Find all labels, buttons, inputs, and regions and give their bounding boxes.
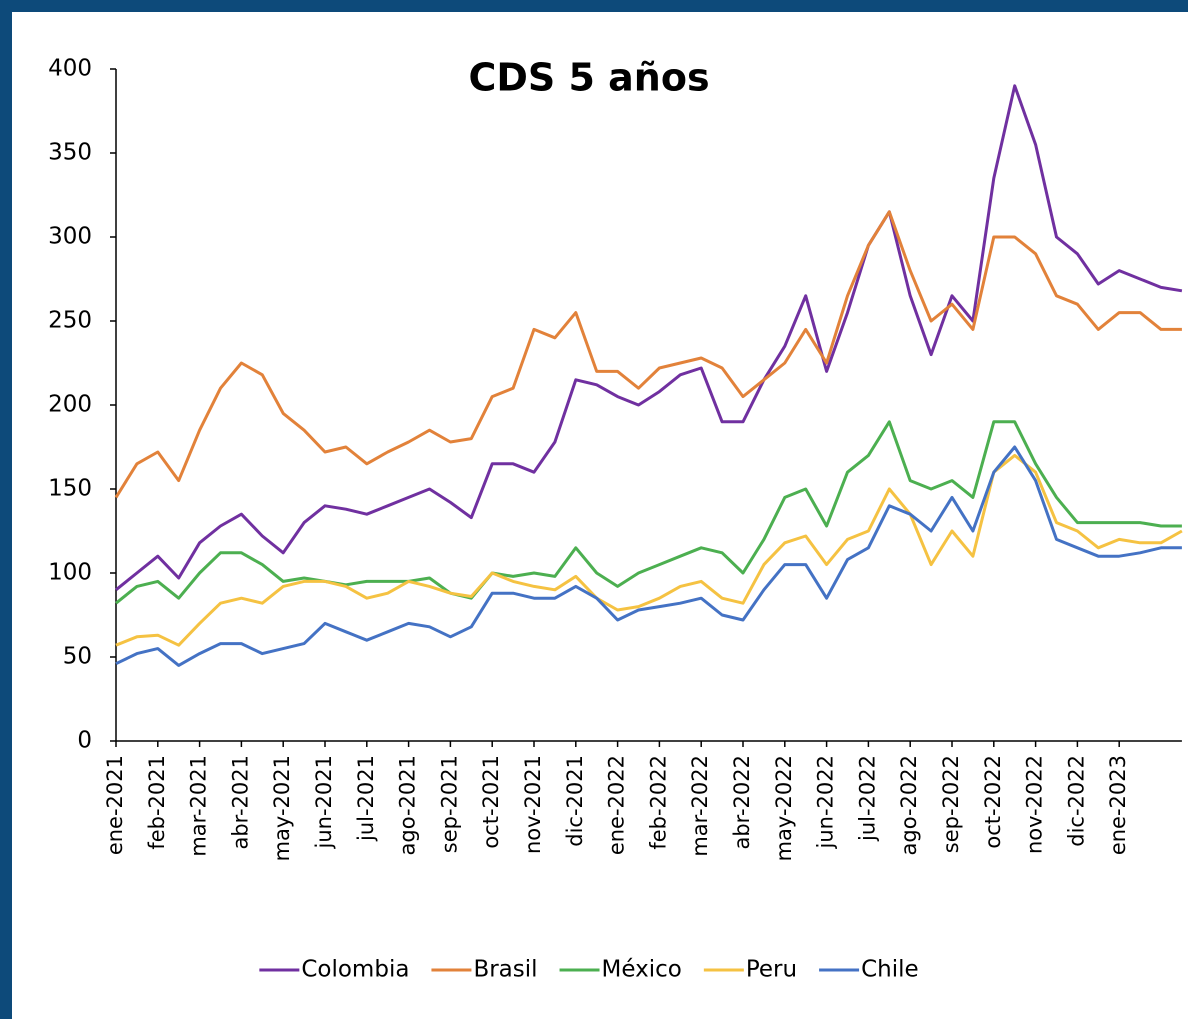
x-tick-label: oct-2021 [479, 755, 503, 849]
legend-label: Colombia [301, 957, 409, 983]
x-tick-label: jun-2021 [312, 755, 336, 849]
x-tick-label: dic-2022 [1064, 755, 1088, 847]
series-line [115, 453, 1183, 647]
legend-label: Peru [746, 957, 797, 983]
x-tick-label: jul-2022 [855, 755, 879, 842]
x-tick-label: jun-2022 [814, 755, 838, 849]
x-tick-label: ene-2021 [103, 755, 127, 855]
x-tick-label: ene-2022 [605, 755, 629, 855]
x-tick-label: feb-2021 [145, 755, 169, 850]
x-tick-label: ene-2023 [1106, 755, 1130, 855]
x-tick-label: jul-2021 [354, 755, 378, 842]
x-tick-label: feb-2022 [646, 755, 670, 850]
legend-label: Chile [861, 957, 919, 983]
legend-label: México [602, 957, 682, 983]
y-tick-label: 400 [48, 56, 92, 82]
x-tick-label: mar-2021 [187, 755, 211, 857]
x-tick-label: dic-2021 [563, 755, 587, 847]
x-tick-label: ago-2021 [396, 755, 420, 855]
x-tick-label: sep-2021 [437, 755, 461, 853]
x-tick-label: abr-2022 [730, 755, 754, 850]
chart-background [12, 12, 1188, 1019]
y-tick-label: 300 [48, 224, 92, 250]
x-tick-label: abr-2021 [228, 755, 252, 850]
y-tick-label: 50 [63, 644, 92, 670]
legend-label: Brasil [473, 957, 537, 983]
series-line [115, 420, 1182, 605]
y-tick-label: 200 [48, 392, 92, 418]
y-tick-label: 150 [48, 476, 92, 502]
x-tick-label: mar-2022 [688, 755, 712, 857]
y-tick-label: 250 [48, 308, 92, 334]
x-tick-label: nov-2022 [1023, 755, 1047, 854]
y-tick-label: 350 [48, 140, 92, 166]
x-tick-label: may-2022 [772, 755, 796, 861]
x-tick-label: sep-2022 [939, 755, 963, 853]
chart-title: CDS 5 años [468, 56, 709, 100]
y-tick-label: 100 [48, 560, 92, 586]
series-line [115, 445, 1182, 667]
x-tick-label: nov-2021 [521, 755, 545, 854]
x-tick-label: ago-2022 [897, 755, 921, 855]
y-tick-label: 0 [77, 728, 92, 754]
x-tick-label: may-2021 [270, 755, 294, 861]
series-line [115, 84, 1183, 591]
x-tick-label: oct-2022 [981, 755, 1005, 849]
series-line [114, 210, 1182, 499]
